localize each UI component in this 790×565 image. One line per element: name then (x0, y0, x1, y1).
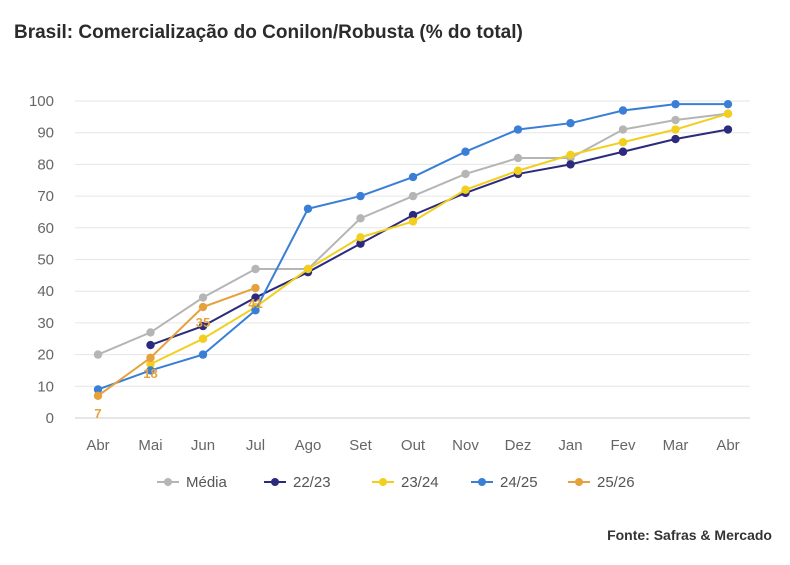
data-point-23-24 (566, 150, 575, 160)
data-point-24-25 (303, 204, 313, 213)
data-point-25-26 (251, 283, 260, 293)
data-label: 41 (248, 296, 262, 311)
data-point-22-23 (618, 147, 628, 156)
x-tick-label: Jul (246, 437, 265, 454)
x-tick-label: Abr (86, 437, 109, 454)
data-labels: 7 18 35 41 (94, 296, 262, 421)
y-tick-label: 60 (37, 220, 54, 237)
data-point-23-24 (408, 217, 418, 226)
data-point-m-dia (671, 115, 680, 125)
legend-marker (379, 478, 387, 486)
data-point-m-dia (461, 169, 470, 179)
x-tick-label: Mar (663, 437, 689, 454)
series-line-22-23 (150, 128, 729, 347)
series-line-23-24 (150, 112, 729, 366)
data-point-22-23 (408, 210, 418, 220)
x-tick-label: Jun (191, 437, 215, 454)
data-point-23-24 (671, 125, 680, 134)
x-tick-label: Abr (716, 437, 739, 454)
y-tick-label: 10 (37, 378, 54, 395)
data-point-24-25 (723, 99, 733, 109)
series-lines (93, 99, 733, 401)
data-point-22-23 (146, 340, 155, 350)
legend-marker (575, 478, 583, 486)
x-tick-label: Mai (138, 437, 162, 454)
data-point-25-26 (93, 391, 103, 401)
x-tick-label: Set (349, 437, 372, 454)
data-point-m-dia (618, 125, 628, 134)
y-tick-label: 70 (37, 188, 54, 205)
data-point-m-dia (146, 328, 155, 337)
data-point-m-dia (356, 214, 365, 223)
gridlines (75, 100, 750, 419)
data-point-22-23 (356, 239, 365, 248)
legend-label: 24/25 (500, 474, 538, 491)
data-point-23-24 (461, 185, 470, 194)
data-point-24-25 (671, 99, 680, 109)
data-point-22-23 (198, 321, 208, 331)
data-point-24-25 (93, 385, 103, 394)
y-tick-label: 20 (37, 347, 54, 364)
data-point-25-26 (198, 302, 208, 312)
data-point-23-24 (356, 233, 365, 242)
x-axis-ticks: Abr Mai Jun Jul Ago Set Out Nov Dez Jan Fev Mar Abr (86, 437, 739, 454)
x-tick-label: Ago (295, 437, 322, 454)
data-point-23-24 (146, 359, 155, 369)
x-tick-label: Dez (505, 437, 532, 454)
y-tick-label: 100 (29, 93, 54, 110)
data-point-24-25 (356, 191, 365, 201)
legend-marker (478, 478, 486, 486)
x-tick-label: Out (401, 437, 426, 454)
data-point-23-24 (198, 334, 208, 343)
y-tick-label: 80 (37, 156, 54, 173)
data-point-22-23 (723, 125, 733, 134)
series-line-24-25 (97, 103, 728, 391)
data-point-24-25 (513, 125, 523, 134)
data-point-m-dia (251, 264, 260, 274)
data-label: 35 (196, 315, 210, 330)
data-point-22-23 (251, 293, 260, 302)
x-tick-label: Nov (452, 437, 479, 454)
y-tick-label: 0 (46, 410, 54, 427)
legend: Média 22/23 23/24 24/25 25/26 (157, 474, 635, 491)
y-tick-label: 30 (37, 315, 54, 332)
data-point-24-25 (251, 306, 260, 315)
y-axis-ticks: 0 10 20 30 40 50 60 70 80 90 100 (29, 93, 54, 427)
data-point-m-dia (408, 191, 418, 201)
data-point-23-24 (513, 166, 523, 175)
data-point-24-25 (146, 366, 155, 375)
data-point-23-24 (618, 138, 628, 147)
data-point-m-dia (513, 153, 523, 163)
chart-title: Brasil: Comercialização do Conilon/Robus… (14, 22, 523, 43)
x-tick-label: Jan (558, 437, 582, 454)
y-tick-label: 50 (37, 252, 54, 269)
data-point-23-24 (723, 109, 733, 118)
data-point-23-24 (303, 264, 313, 274)
data-point-22-23 (671, 134, 680, 144)
data-point-24-25 (198, 350, 208, 359)
legend-marker (271, 478, 279, 486)
data-label: 18 (143, 366, 157, 381)
data-point-m-dia (93, 350, 103, 359)
series-line-25-26 (97, 287, 256, 397)
legend-label: 25/26 (597, 474, 635, 491)
y-tick-label: 90 (37, 125, 54, 142)
source-note: Fonte: Safras & Mercado (607, 527, 772, 543)
data-point-25-26 (146, 353, 155, 362)
legend-label: Média (186, 474, 228, 491)
data-point-24-25 (618, 106, 628, 115)
legend-marker (164, 478, 172, 486)
data-point-24-25 (566, 118, 575, 128)
data-point-24-25 (461, 147, 470, 156)
legend-label: 23/24 (401, 474, 439, 491)
legend-label: 22/23 (293, 474, 331, 491)
x-tick-label: Fev (610, 437, 636, 454)
data-point-22-23 (566, 160, 575, 169)
y-tick-label: 40 (37, 283, 54, 300)
data-label: 7 (94, 406, 101, 421)
data-point-24-25 (408, 172, 418, 182)
data-point-m-dia (198, 293, 208, 302)
